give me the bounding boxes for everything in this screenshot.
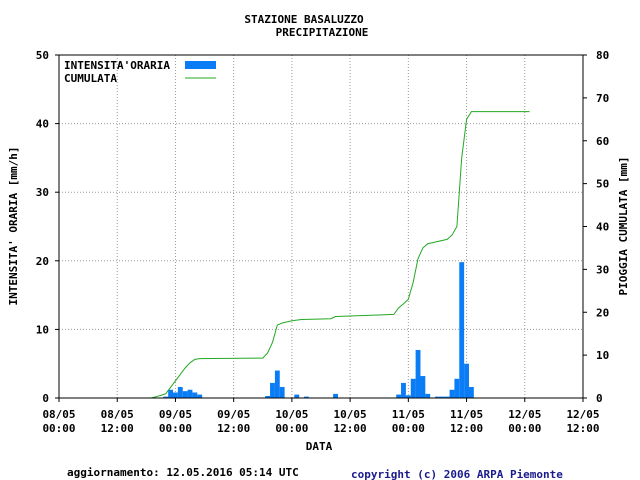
chart-title: STAZIONE BASALUZZO [244, 13, 364, 26]
right-axis-tick-label: 50 [596, 178, 609, 191]
intensity-bar [444, 396, 450, 398]
legend-label-intensity: INTENSITA'ORARIA [64, 59, 170, 72]
intensity-bar [439, 396, 445, 398]
intensity-bar [464, 363, 469, 398]
intensity-bar [168, 389, 174, 398]
intensity-bar [187, 389, 193, 398]
intensity-bar [415, 349, 421, 398]
copyright-text: copyright (c) 2006 ARPA Piemonte [351, 468, 563, 480]
x-tick-date: 09/05 [159, 408, 192, 421]
right-axis-tick-label: 20 [596, 306, 609, 319]
intensity-bar [197, 394, 203, 398]
intensity-bar [274, 370, 280, 398]
x-tick-time: 00:00 [508, 422, 541, 435]
plot-frame [58, 54, 584, 399]
left-axis-tick-label: 20 [36, 255, 49, 268]
right-axis-tick-label: 30 [596, 263, 609, 276]
intensity-bar [177, 387, 183, 398]
intensity-bar [333, 393, 338, 398]
x-tick-date: 11/05 [450, 408, 483, 421]
intensity-bar [182, 391, 188, 398]
intensity-bar [459, 262, 465, 398]
left-axis-tick-label: 0 [42, 392, 49, 405]
intensity-bar [449, 389, 455, 398]
intensity-bar [294, 394, 300, 398]
x-tick-time: 00:00 [159, 422, 192, 435]
left-axis-tick-label: 10 [36, 323, 49, 336]
right-axis-tick-label: 10 [596, 349, 609, 362]
grid-lines [59, 55, 583, 398]
intensity-bar [425, 393, 431, 398]
intensity-bar [173, 392, 178, 398]
x-tick-time: 12:00 [450, 422, 483, 435]
intensity-bar [454, 378, 460, 398]
x-tick-date: 10/05 [275, 408, 308, 421]
x-tick-date: 08/05 [101, 408, 134, 421]
x-tick-date: 12/05 [508, 408, 541, 421]
intensity-bar [435, 396, 440, 398]
intensity-bar [192, 392, 198, 398]
x-axis-label: DATA [306, 440, 333, 453]
legend-swatch-intensity [185, 61, 216, 69]
x-tick-time: 12:00 [101, 422, 134, 435]
intensity-bar [401, 382, 406, 398]
x-tick-time: 00:00 [392, 422, 425, 435]
left-axis-tick-label: 40 [36, 118, 49, 131]
legend: INTENSITA'ORARIA CUMULATA [64, 59, 216, 85]
left-axis-tick-label: 50 [36, 49, 49, 62]
intensity-bar [265, 395, 271, 398]
x-tick-time: 12:00 [566, 422, 599, 435]
intensity-bars [163, 262, 474, 398]
intensity-bar [163, 396, 169, 398]
intensity-bar [420, 376, 426, 398]
x-axis-ticks: 08/0500:0008/0512:0009/0500:0009/0512:00… [42, 398, 600, 435]
x-tick-time: 00:00 [275, 422, 308, 435]
right-axis-tick-label: 0 [596, 392, 603, 405]
x-tick-time: 12:00 [334, 422, 367, 435]
right-axis-tick-label: 70 [596, 92, 609, 105]
left-axis-label: INTENSITA' ORARIA [mm/h] [7, 147, 20, 306]
x-tick-date: 08/05 [42, 408, 75, 421]
x-tick-date: 09/05 [217, 408, 250, 421]
x-tick-date: 10/05 [334, 408, 367, 421]
intensity-bar [468, 387, 474, 398]
right-axis-tick-label: 40 [596, 221, 609, 234]
intensity-bar [405, 395, 411, 398]
intensity-bar [279, 387, 285, 398]
x-tick-date: 12/05 [566, 408, 599, 421]
intensity-bar [396, 394, 402, 398]
intensity-bar [410, 378, 416, 398]
right-axis-tick-label: 80 [596, 49, 609, 62]
intensity-bar [270, 382, 275, 398]
intensity-bar [304, 396, 309, 398]
x-tick-time: 12:00 [217, 422, 250, 435]
update-timestamp: aggiornamento: 12.05.2016 05:14 UTC [67, 466, 299, 479]
legend-label-cumulative: CUMULATA [64, 72, 117, 85]
x-tick-date: 11/05 [392, 408, 425, 421]
cumulative-line [151, 111, 530, 399]
right-axis-ticks: 0 10 20 30 40 50 60 70 80 [583, 49, 609, 405]
right-axis-tick-label: 60 [596, 135, 609, 148]
x-tick-time: 00:00 [42, 422, 75, 435]
right-axis-label: PIOGGIA CUMULATA [mm] [617, 156, 630, 295]
chart-subtitle: PRECIPITAZIONE [276, 26, 369, 39]
left-axis-ticks: 0 10 20 30 40 50 [36, 49, 59, 405]
left-axis-tick-label: 30 [36, 186, 49, 199]
